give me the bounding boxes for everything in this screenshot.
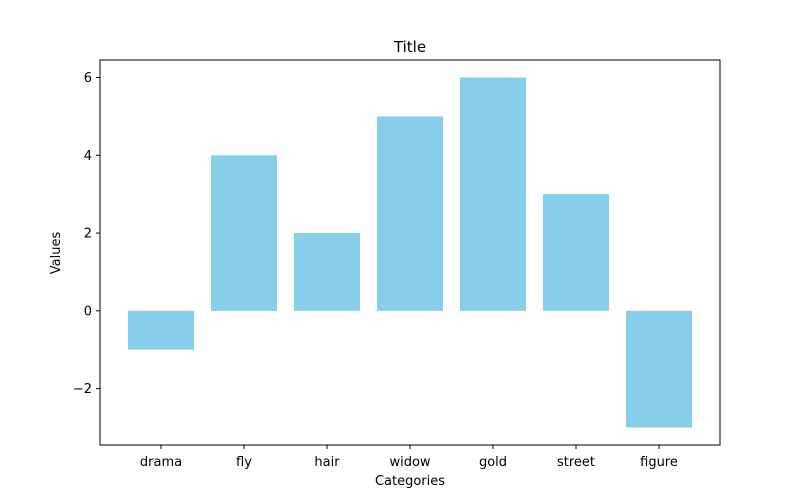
- y-tick-label-0: 0: [84, 304, 92, 319]
- bar-gold: [460, 77, 526, 311]
- bars-group: [128, 77, 692, 428]
- x-tick-label-street: street: [557, 455, 595, 470]
- y-tick-label-6: 6: [84, 71, 92, 86]
- x-tick-label-gold: gold: [479, 455, 507, 470]
- x-tick-label-fly: fly: [236, 455, 252, 470]
- bar-hair: [294, 233, 360, 311]
- x-tick-label-figure: figure: [640, 455, 678, 470]
- x-tick-label-drama: drama: [140, 455, 182, 470]
- bar-widow: [377, 116, 443, 311]
- y-tick-label--2: −2: [73, 382, 92, 397]
- plot-frame: [99, 59, 721, 446]
- y-ticks-group: −2 0 2 4 6: [73, 71, 100, 397]
- x-ticks-group: drama fly hair widow gold street figure: [140, 445, 678, 470]
- bar-figure: [626, 310, 692, 428]
- x-tick-label-hair: hair: [314, 455, 340, 470]
- x-tick-label-widow: widow: [389, 455, 430, 470]
- y-tick-label-2: 2: [84, 227, 92, 242]
- y-axis-title: Values: [49, 232, 64, 275]
- bar-fly: [211, 155, 277, 311]
- x-axis-title: Categories: [375, 474, 445, 489]
- y-tick-label-4: 4: [84, 149, 92, 164]
- bar-drama: [128, 310, 194, 350]
- bar-street: [543, 194, 609, 311]
- chart-title: Title: [393, 38, 426, 56]
